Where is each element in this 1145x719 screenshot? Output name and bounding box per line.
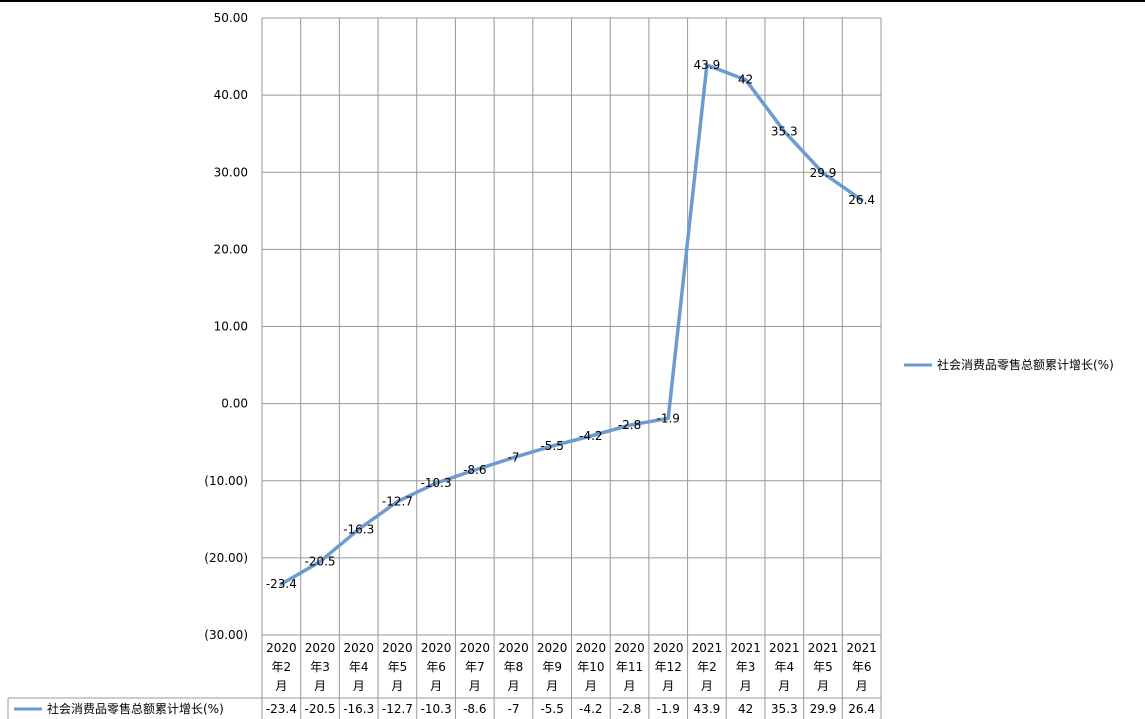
data-label: 35.3 [771, 124, 798, 138]
x-tick-label: 月 [856, 679, 868, 693]
data-label: -2.8 [618, 418, 641, 432]
x-tick-label: 2021 [692, 641, 723, 655]
data-table-cell: -12.7 [382, 702, 413, 716]
series-line [279, 63, 864, 586]
data-table-cell: -23.4 [266, 702, 297, 716]
top-border [0, 0, 1145, 2]
x-tick-label: 年7 [465, 660, 485, 674]
x-tick-label: 2020 [421, 641, 452, 655]
data-label: -16.3 [343, 522, 374, 536]
x-tick-label: 年4 [349, 660, 369, 674]
x-tick-label: 月 [624, 679, 636, 693]
data-table-cell: -16.3 [343, 702, 374, 716]
data-table-cell: -2.8 [618, 702, 641, 716]
x-tick-label: 2020 [343, 641, 374, 655]
data-table-cell: 29.9 [810, 702, 837, 716]
x-tick-label: 月 [469, 679, 481, 693]
x-tick-label: 2020 [460, 641, 491, 655]
x-tick-label: 2020 [498, 641, 529, 655]
data-label: 29.9 [810, 166, 837, 180]
y-tick-label: 50.00 [214, 11, 248, 25]
x-tick-label: 2020 [576, 641, 607, 655]
data-label: -8.6 [463, 463, 486, 477]
x-tick-label: 2020 [537, 641, 568, 655]
x-tick-label: 年2 [697, 660, 717, 674]
x-tick-label: 年4 [774, 660, 794, 674]
y-tick-label: (20.00) [204, 551, 248, 565]
data-label: -10.3 [421, 476, 452, 490]
x-tick-label: 2021 [808, 641, 839, 655]
data-table-cell: 42 [738, 702, 753, 716]
data-label: -20.5 [305, 555, 336, 569]
x-tick-label: 月 [314, 679, 326, 693]
x-tick-label: 年5 [813, 660, 833, 674]
x-tick-label: 2021 [769, 641, 800, 655]
x-tick-label: 年2 [272, 660, 292, 674]
x-tick-label: 月 [778, 679, 790, 693]
legend-label: 社会消费品零售总额累计增长(%) [937, 357, 1114, 372]
x-tick-label: 2020 [614, 641, 645, 655]
x-tick-label: 2020 [382, 641, 413, 655]
x-tick-label: 年5 [388, 660, 408, 674]
data-table-cell: 43.9 [694, 702, 721, 716]
data-label: -7 [507, 451, 519, 465]
y-tick-label: 20.00 [214, 242, 248, 256]
data-table-cell: -7 [507, 702, 519, 716]
data-table-series-name: 社会消费品零售总额累计增长(%) [47, 701, 224, 716]
data-label: 42 [738, 73, 753, 87]
data-table-cell: -10.3 [421, 702, 452, 716]
data-label: -1.9 [657, 411, 680, 425]
data-label: -4.2 [579, 429, 602, 443]
x-tick-label: 2020 [266, 641, 297, 655]
x-tick-label: 年8 [504, 660, 524, 674]
data-table-cell: 26.4 [848, 702, 875, 716]
data-table-cell: 35.3 [771, 702, 798, 716]
data-table-cell: -8.6 [463, 702, 486, 716]
x-tick-label: 年12 [655, 660, 682, 674]
x-tick-label: 2020 [305, 641, 336, 655]
x-tick-label: 月 [430, 679, 442, 693]
data-label: 43.9 [694, 58, 721, 72]
y-tick-label: (30.00) [204, 628, 248, 642]
data-label: -5.5 [540, 439, 563, 453]
x-tick-label: 月 [817, 679, 829, 693]
x-tick-label: 月 [353, 679, 365, 693]
data-label: -12.7 [382, 495, 413, 509]
x-tick-label: 年10 [577, 660, 604, 674]
x-tick-label: 月 [701, 679, 713, 693]
x-tick-label: 月 [391, 679, 403, 693]
y-tick-label: 10.00 [214, 320, 248, 334]
x-tick-label: 2020 [653, 641, 684, 655]
x-tick-label: 年6 [852, 660, 872, 674]
y-tick-label: 30.00 [214, 165, 248, 179]
x-tick-label: 2021 [730, 641, 761, 655]
x-tick-label: 月 [740, 679, 752, 693]
x-tick-label: 年11 [616, 660, 643, 674]
x-tick-label: 月 [546, 679, 558, 693]
x-tick-label: 月 [507, 679, 519, 693]
data-table-cell: -1.9 [657, 702, 680, 716]
x-tick-label: 年3 [736, 660, 756, 674]
x-tick-label: 年3 [310, 660, 330, 674]
data-table-cell: -5.5 [540, 702, 563, 716]
x-tick-label: 年9 [542, 660, 562, 674]
y-tick-label: 40.00 [214, 88, 248, 102]
data-table-cell: -4.2 [579, 702, 602, 716]
data-table-cell: -20.5 [305, 702, 336, 716]
x-tick-label: 月 [585, 679, 597, 693]
x-tick-label: 年6 [426, 660, 446, 674]
data-label: -23.4 [266, 577, 297, 591]
x-tick-label: 2021 [846, 641, 877, 655]
x-tick-label: 月 [662, 679, 674, 693]
y-tick-label: (10.00) [204, 474, 248, 488]
y-tick-label: 0.00 [221, 397, 248, 411]
data-label: 26.4 [848, 193, 875, 207]
x-tick-label: 月 [275, 679, 287, 693]
